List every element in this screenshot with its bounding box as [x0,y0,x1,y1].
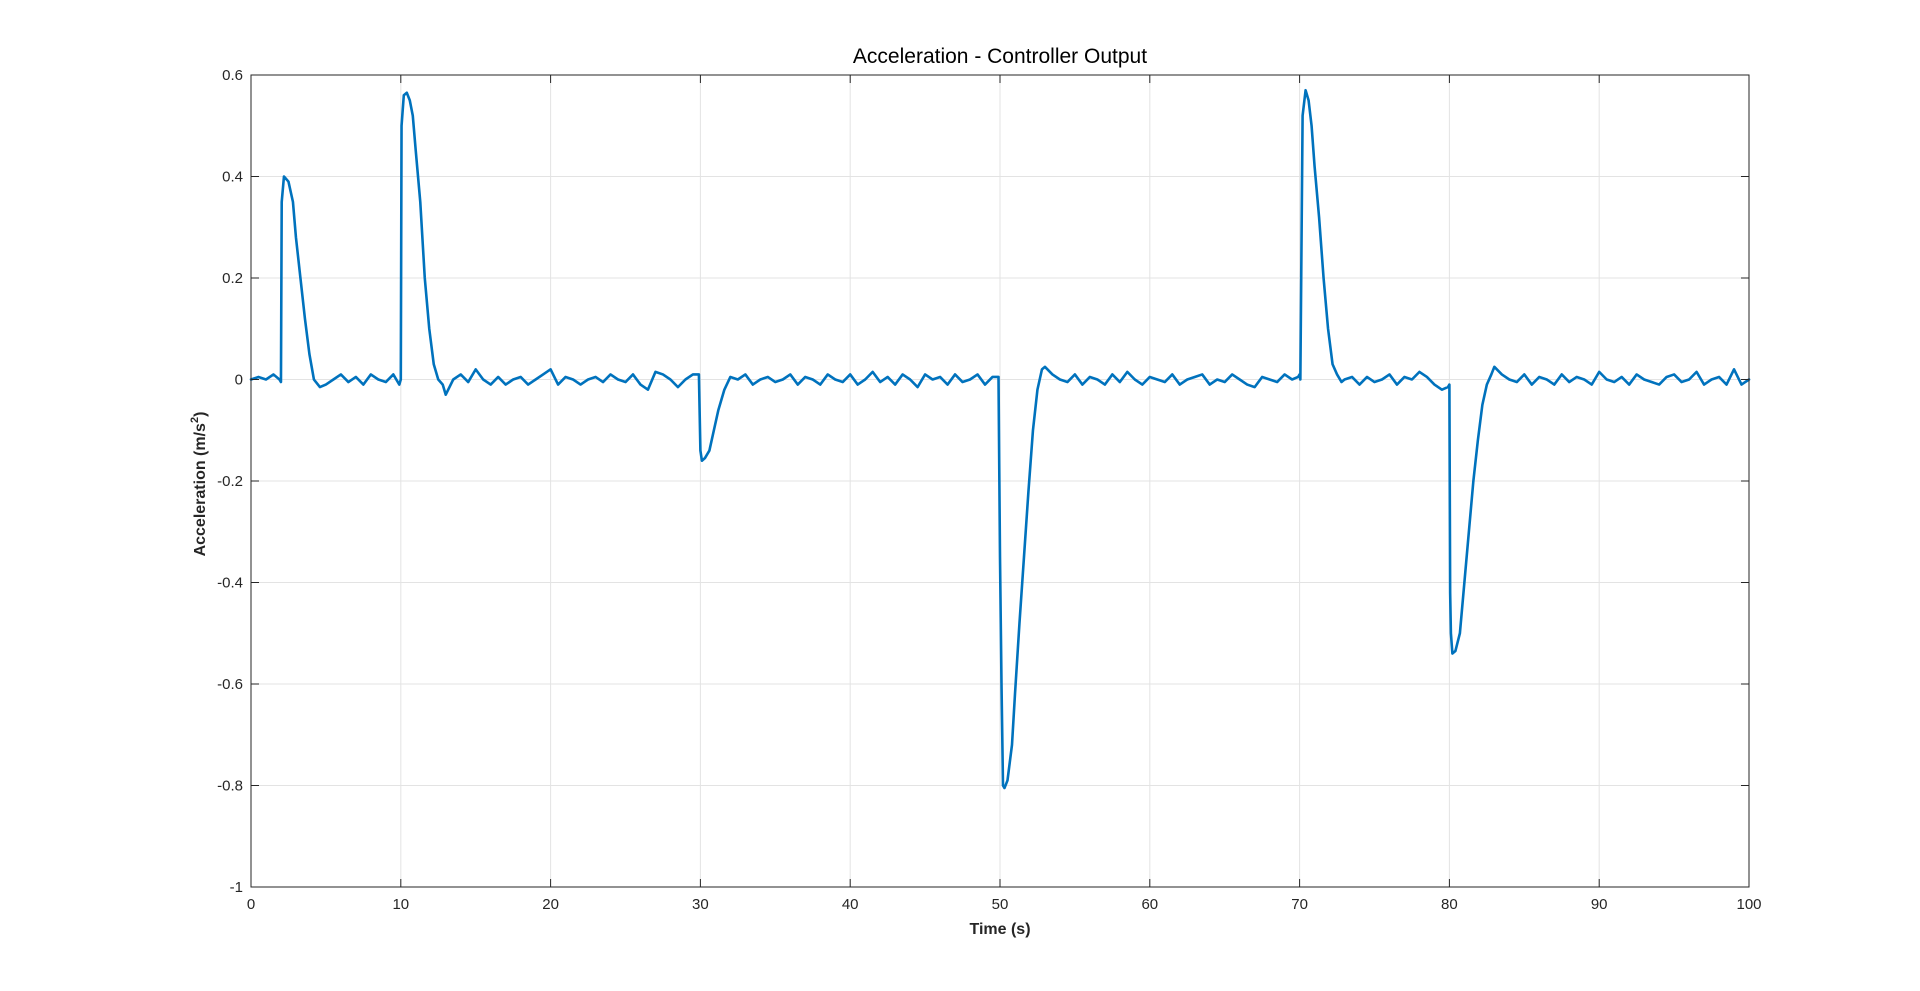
y-axis-label-close: ) [192,412,209,417]
data-layer [249,88,1751,790]
x-tick-label: 30 [692,896,709,913]
x-tick-label: 90 [1591,896,1608,913]
y-tick-label: -0.8 [217,778,243,795]
y-tick-label: -0.2 [217,473,243,490]
y-tick-labels: -1 -0.8 -0.6 -0.4 -0.2 0 0.2 0.4 0.6 [217,67,243,896]
x-tick-label: 60 [1141,896,1158,913]
x-tick-label: 70 [1291,896,1308,913]
chart-title: Acceleration - Controller Output [853,45,1147,68]
series-line [249,88,1751,790]
x-axis-label: Time (s) [969,921,1030,938]
y-axis-label-superscript: 2 [189,417,201,423]
y-axis-label-text: Acceleration (m/s [192,423,209,556]
y-tick-label: -1 [230,879,243,896]
y-tick-label: 0.4 [222,169,243,186]
y-tick-label: -0.4 [217,575,243,592]
tick-marks [250,74,1750,888]
y-axis-label: Acceleration (m/s2) [189,412,209,557]
x-tick-label: 40 [842,896,859,913]
x-tick-label: 100 [1736,896,1761,913]
x-tick-label: 50 [992,896,1009,913]
y-tick-label: 0.6 [222,67,243,84]
x-tick-label: 80 [1441,896,1458,913]
x-tick-label: 10 [392,896,409,913]
y-tick-label: -0.6 [217,676,243,693]
x-tick-labels: 0 10 20 30 40 50 60 70 80 90 100 [247,896,1762,913]
y-tick-label: 0 [235,372,243,389]
x-tick-label: 0 [247,896,255,913]
x-tick-label: 20 [542,896,559,913]
y-tick-label: 0.2 [222,270,243,287]
